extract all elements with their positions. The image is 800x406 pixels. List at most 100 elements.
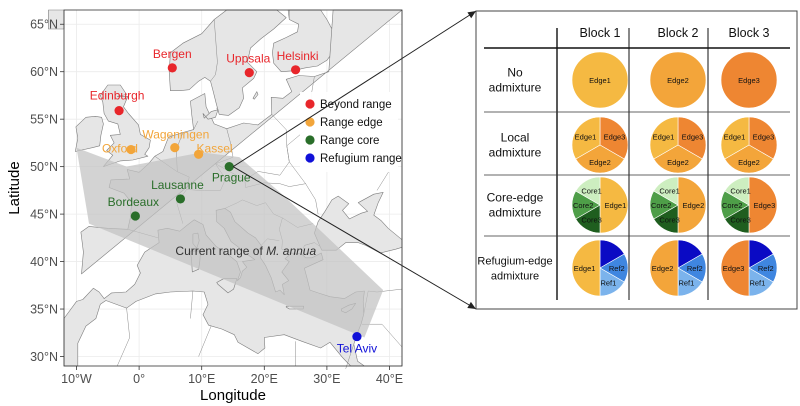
pie-slice-label: Edge1 xyxy=(724,133,746,142)
x-tick-label: 30°E xyxy=(313,372,340,386)
site-label: Lausanne xyxy=(151,178,204,192)
site-marker xyxy=(290,65,301,75)
site-helsinki: Helsinki xyxy=(277,49,319,75)
land-ireland xyxy=(75,116,104,152)
pie-slice-label: Edge3 xyxy=(754,201,776,210)
column-header-block-2: Block 2 xyxy=(658,26,699,40)
pie-slice-label: Ref2 xyxy=(758,264,774,273)
pie-slice-edge2 xyxy=(649,239,679,297)
pie-4-1: Ref2 Ref1 Edge1 xyxy=(571,239,629,297)
pie-slice-label: Edge2 xyxy=(738,158,760,167)
column-header-block-3: Block 3 xyxy=(729,26,770,40)
land-scandinavia xyxy=(168,9,287,116)
site-kassel: Kassel xyxy=(193,141,233,159)
pie-slice-label: Edge2 xyxy=(652,264,674,273)
x-tick-label: 0° xyxy=(133,372,145,386)
current-range-polygon xyxy=(76,147,384,338)
site-wageningen: Wageningen xyxy=(142,128,209,153)
border-line xyxy=(116,308,130,367)
pie-slice-edge3 xyxy=(599,116,629,160)
pie-slice-label: Edge3 xyxy=(738,76,760,85)
pie-slice-core1 xyxy=(653,176,679,206)
legend-swatch xyxy=(305,135,315,145)
land-zealand xyxy=(202,109,219,120)
pie-2-1: Edge3 Edge2 Edge1 xyxy=(571,116,629,174)
pie-slice-label: Edge2 xyxy=(667,158,689,167)
pie-3-2: Edge2 Core3 Core2 Core1 xyxy=(649,176,707,234)
y-axis-label: Latitude xyxy=(6,161,23,214)
pie-slice-label: Edge1 xyxy=(653,133,675,142)
pie-slice-edge3 xyxy=(748,116,778,160)
map-legend: Beyond range Range edge Range core Refugium… xyxy=(300,92,402,172)
pie-slice-label: Core1 xyxy=(730,187,750,196)
legend-label: Range core xyxy=(320,135,379,147)
y-tick-label: 35°N xyxy=(30,303,58,317)
pie-slice-label: Core1 xyxy=(659,187,679,196)
pie-slice-core1 xyxy=(575,176,601,206)
pie-slice-edge1 xyxy=(571,239,601,297)
y-tick-label: 50°N xyxy=(30,160,58,174)
pie-slice-label: Core3 xyxy=(659,216,679,225)
site-tel-aviv: Tel Aviv xyxy=(337,331,377,356)
border-line xyxy=(210,19,218,82)
site-marker xyxy=(126,144,136,155)
pie-slice-edge1 xyxy=(599,176,629,234)
pie-slice-edge3 xyxy=(748,176,778,234)
pie-slice-label: Edge2 xyxy=(589,158,611,167)
pie-slice-label: Core2 xyxy=(651,201,671,210)
connector-line xyxy=(232,166,477,310)
legend-swatch xyxy=(305,117,315,127)
site-label: Edinburgh xyxy=(90,89,145,103)
pie-slice-edge2 xyxy=(649,51,707,109)
pie-slice-label: Core3 xyxy=(730,216,750,225)
pie-slice-label: Edge2 xyxy=(683,201,705,210)
pie-slice-label: Ref1 xyxy=(678,279,694,288)
pie-slice-label: Edge1 xyxy=(575,133,597,142)
site-prague: Prague xyxy=(212,162,251,185)
y-tick-label: 45°N xyxy=(30,208,58,222)
site-label: Bergen xyxy=(153,47,192,61)
pie-slice-label: Core1 xyxy=(581,187,601,196)
pie-slice-core1 xyxy=(724,176,750,206)
site-label: Wageningen xyxy=(142,128,209,142)
site-marker xyxy=(130,211,140,221)
pie-slice-label: Core3 xyxy=(581,216,601,225)
pie-slice-label: Edge3 xyxy=(753,133,775,142)
pie-slice-edge3 xyxy=(720,239,750,297)
pie-slice-label: Edge1 xyxy=(605,201,627,210)
legend-item-range-core: Range core xyxy=(305,135,379,147)
border-line xyxy=(190,290,194,319)
pie-3-3: Edge3 Core3 Core2 Core1 xyxy=(720,176,778,234)
border-line xyxy=(215,107,219,110)
site-lausanne: Lausanne xyxy=(151,178,204,204)
map-panel: Current range of M. annua Bergen Uppsala H… xyxy=(6,9,403,404)
zoom-connector-lines xyxy=(232,10,477,310)
legend-item-range-edge: Range edge xyxy=(305,117,383,129)
pie-slice-label: Ref1 xyxy=(749,279,765,288)
pie-slice-edge1 xyxy=(649,116,679,160)
site-bordeaux: Bordeaux xyxy=(108,195,159,221)
pie-slice-label: Edge2 xyxy=(667,76,689,85)
site-uppsala: Uppsala xyxy=(226,52,271,78)
row-label-line: Local xyxy=(501,131,530,145)
pie-1-1: Edge1 xyxy=(571,51,629,109)
pie-3-1: Edge1 Core3 Core2 Core1 xyxy=(571,176,629,234)
x-tick-label: 20°E xyxy=(251,372,278,386)
site-oxford: Oxford xyxy=(102,142,138,156)
land-great-britain xyxy=(100,84,151,167)
legend-item-beyond-range: Beyond range xyxy=(305,99,392,111)
pie-slice-label: Edge1 xyxy=(589,76,611,85)
pie-2-3: Edge3 Edge2 Edge1 xyxy=(720,116,778,174)
site-marker xyxy=(114,106,124,116)
x-tick-label: 10°E xyxy=(188,372,215,386)
pie-slice-label: Edge3 xyxy=(723,264,745,273)
connector-arrowhead xyxy=(467,301,476,309)
pie-slice-edge1 xyxy=(720,116,750,160)
legend-swatch xyxy=(305,99,315,109)
site-label: Helsinki xyxy=(277,49,319,63)
site-marker xyxy=(244,68,254,78)
site-markers: Bergen Uppsala Helsinki Edinburgh Wageningen… xyxy=(90,47,377,356)
border-line xyxy=(198,326,212,357)
x-axis-label: Longitude xyxy=(200,387,266,404)
y-tick-label: 60°N xyxy=(30,65,58,79)
